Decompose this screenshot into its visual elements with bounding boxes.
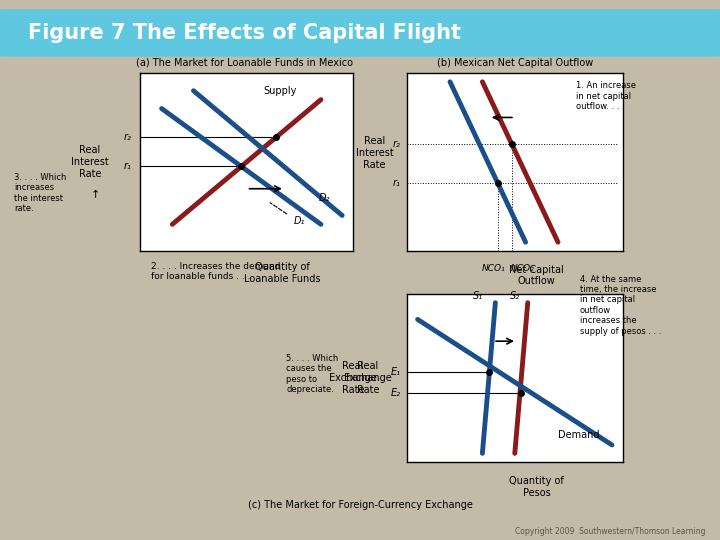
Text: r₁: r₁ [392, 178, 400, 188]
Text: (a) The Market for Loanable Funds in Mexico: (a) The Market for Loanable Funds in Mex… [136, 57, 354, 68]
Text: (b) Mexican Net Capital Outflow: (b) Mexican Net Capital Outflow [436, 57, 593, 68]
Text: ↑: ↑ [90, 191, 100, 200]
Text: Demand: Demand [557, 430, 599, 440]
Text: 4. At the same
time, the increase
in net capital
outflow
increases the
supply of: 4. At the same time, the increase in net… [580, 275, 662, 335]
Text: NCO₁: NCO₁ [482, 264, 505, 273]
FancyBboxPatch shape [0, 9, 720, 57]
Text: Real
Interest
Rate: Real Interest Rate [356, 137, 393, 170]
Text: NCO₂: NCO₂ [510, 264, 534, 273]
Text: Quantity of
Pesos: Quantity of Pesos [509, 476, 564, 498]
Text: Supply: Supply [264, 86, 297, 96]
Text: Figure 7 The Effects of Capital Flight: Figure 7 The Effects of Capital Flight [28, 23, 462, 43]
Text: 1. An increase
in net capital
outflow. . .: 1. An increase in net capital outflow. .… [577, 82, 636, 111]
Text: D₁: D₁ [293, 217, 305, 226]
Text: 2. . . . Increases the demand
for loanable funds . . .: 2. . . . Increases the demand for loanab… [151, 262, 281, 281]
Text: E₁: E₁ [390, 367, 400, 377]
Text: D₂: D₂ [319, 193, 330, 203]
Text: 3. . . . Which
increases
the interest
rate.: 3. . . . Which increases the interest ra… [14, 173, 66, 213]
Text: Copyright 2009  Southwestern/Thomson Learning: Copyright 2009 Southwestern/Thomson Lear… [515, 526, 706, 536]
Text: r₂: r₂ [124, 132, 132, 142]
Text: r₂: r₂ [392, 139, 400, 149]
Text: S₂: S₂ [510, 291, 520, 301]
Text: Net Capital
Outflow: Net Capital Outflow [509, 265, 564, 286]
Text: Real
Exchange
Rate: Real Exchange Rate [329, 361, 377, 395]
Text: S₁: S₁ [473, 291, 483, 301]
Text: r₁: r₁ [124, 161, 132, 172]
Text: (c) The Market for Foreign-Currency Exchange: (c) The Market for Foreign-Currency Exch… [248, 500, 472, 510]
Text: Real
Exchange
Rate: Real Exchange Rate [344, 361, 392, 395]
Text: E₂: E₂ [390, 388, 400, 399]
Text: 5. . . . Which
causes the
peso to
depreciate.: 5. . . . Which causes the peso to deprec… [287, 354, 338, 394]
Text: Quantity of
Loanable Funds: Quantity of Loanable Funds [244, 262, 320, 284]
Text: Real
Interest
Rate: Real Interest Rate [71, 145, 109, 179]
